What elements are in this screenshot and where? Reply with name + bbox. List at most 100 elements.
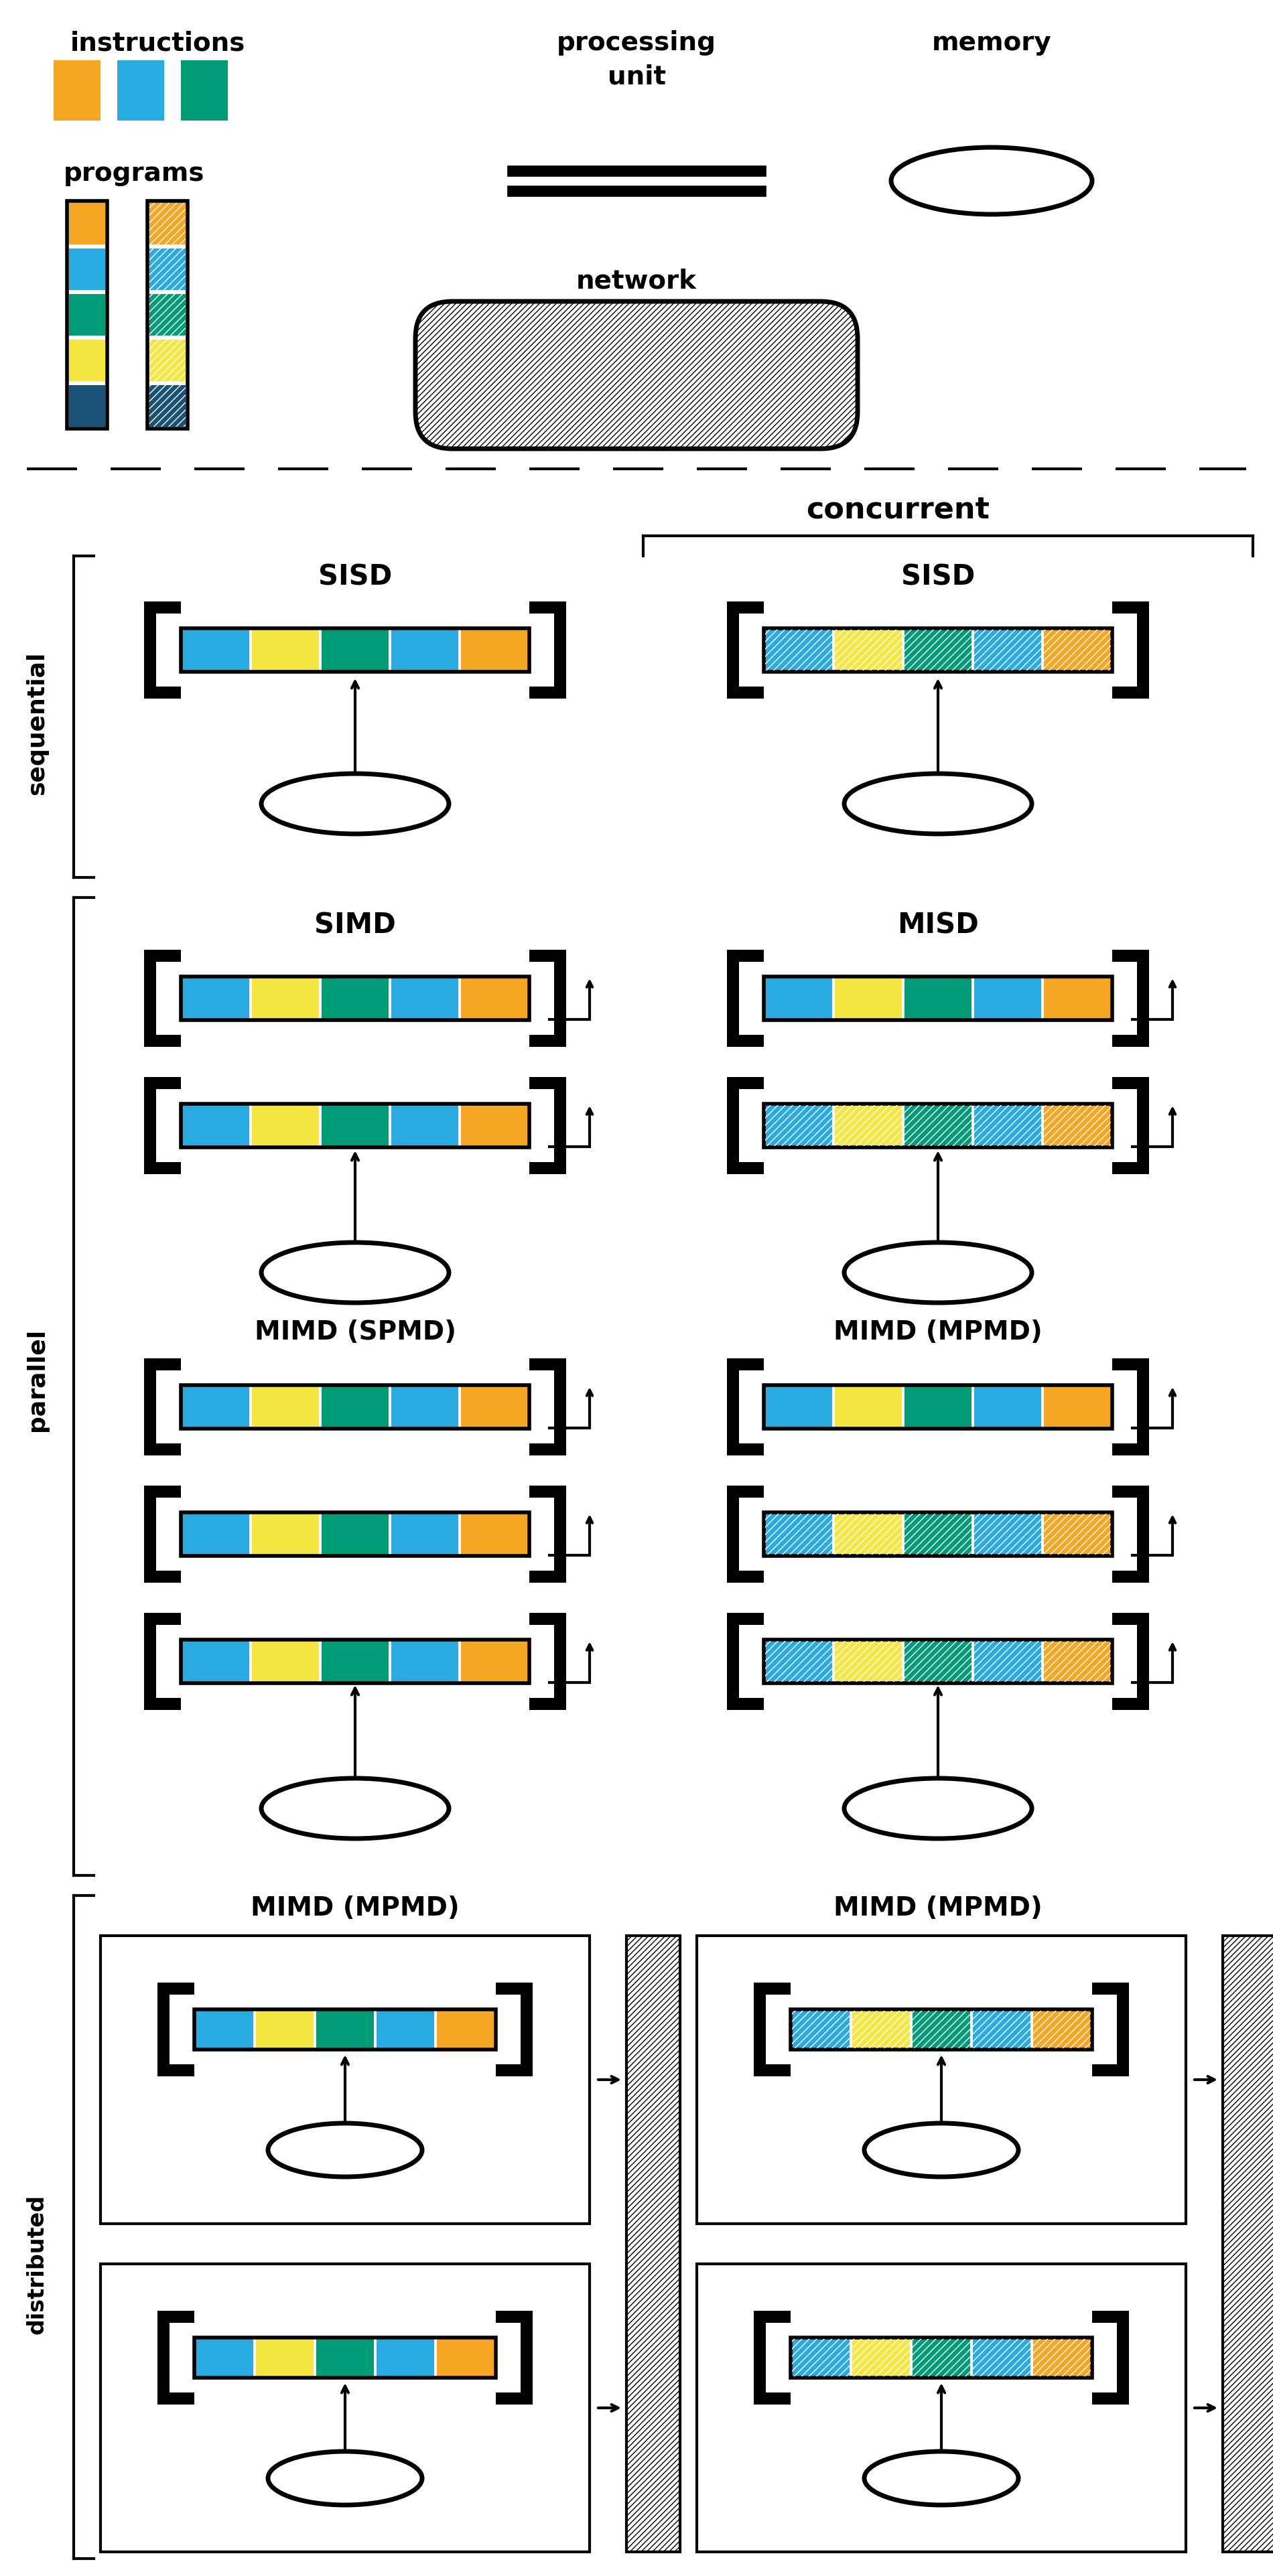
Bar	[754, 2311, 766, 2403]
Bar	[322, 629, 388, 670]
Bar	[144, 1571, 181, 1582]
Text: network: network	[577, 268, 696, 294]
Bar	[69, 340, 106, 381]
Bar	[1034, 2012, 1091, 2048]
Bar	[69, 294, 106, 335]
Bar	[530, 600, 566, 613]
Bar	[149, 340, 186, 381]
Bar	[913, 2012, 970, 2048]
Bar	[252, 1386, 320, 1427]
Bar	[1113, 1036, 1150, 1046]
Bar	[69, 204, 106, 245]
Bar	[974, 1105, 1041, 1146]
Bar	[391, 1641, 458, 1682]
Bar	[1044, 1386, 1111, 1427]
Bar	[1044, 1512, 1111, 1553]
Text: SISD: SISD	[901, 562, 975, 590]
Bar	[195, 2336, 495, 2378]
Bar	[905, 976, 971, 1018]
Bar	[495, 2063, 532, 2076]
Bar	[696, 2264, 1186, 2553]
Ellipse shape	[891, 147, 1092, 214]
Bar	[905, 1105, 971, 1146]
Bar	[765, 1512, 833, 1553]
Bar	[391, 1512, 458, 1553]
Text: processing
unit: processing unit	[556, 31, 717, 90]
Bar	[437, 2012, 494, 2048]
Bar	[149, 247, 186, 291]
Bar	[322, 1105, 388, 1146]
Bar	[852, 2012, 910, 2048]
Bar	[144, 1486, 181, 1497]
Bar	[1113, 1077, 1150, 1090]
Bar	[530, 1443, 566, 1455]
Bar	[256, 2012, 313, 2048]
Bar	[792, 2339, 849, 2378]
Bar	[530, 1162, 566, 1175]
Text: MIMD (MPMD): MIMD (MPMD)	[834, 1319, 1043, 1345]
Bar	[144, 600, 181, 613]
Bar	[727, 1358, 740, 1455]
Bar	[158, 2393, 195, 2403]
Bar	[117, 59, 164, 121]
Bar	[461, 1105, 528, 1146]
Bar	[765, 1512, 833, 1553]
Bar	[905, 629, 971, 670]
Bar	[252, 1512, 320, 1553]
Bar	[1137, 1613, 1150, 1710]
Bar	[1113, 951, 1150, 961]
Bar	[727, 951, 764, 961]
Ellipse shape	[269, 2452, 423, 2504]
Bar	[974, 1641, 1041, 1682]
Bar	[852, 2339, 910, 2378]
Bar	[791, 2336, 1092, 2378]
Bar	[626, 1935, 680, 2553]
Ellipse shape	[261, 1777, 449, 1839]
Bar	[521, 2311, 532, 2403]
Bar	[792, 2012, 849, 2048]
Bar	[461, 976, 528, 1018]
Bar	[727, 1036, 764, 1046]
Bar	[252, 629, 320, 670]
Bar	[905, 629, 971, 670]
Bar	[391, 629, 458, 670]
Text: concurrent: concurrent	[806, 495, 989, 526]
Bar	[67, 201, 107, 428]
Bar	[322, 1386, 388, 1427]
Bar	[181, 1512, 530, 1556]
Bar	[149, 247, 186, 291]
Text: MIMD (MPMD): MIMD (MPMD)	[834, 1896, 1043, 1922]
Bar	[182, 1641, 250, 1682]
Bar	[144, 685, 181, 698]
Bar	[764, 976, 1113, 1020]
Bar	[316, 2339, 374, 2378]
Bar	[973, 2012, 1030, 2048]
Bar	[1092, 1984, 1129, 1994]
Bar	[391, 1105, 458, 1146]
Bar	[144, 1162, 181, 1175]
Bar	[530, 685, 566, 698]
Bar	[1113, 1571, 1150, 1582]
Bar	[727, 1077, 740, 1175]
Bar	[913, 2339, 970, 2378]
Bar	[182, 1105, 250, 1146]
Bar	[144, 1358, 181, 1370]
Bar	[530, 1613, 566, 1625]
Bar	[149, 386, 186, 428]
Bar	[754, 1984, 791, 1994]
Bar	[182, 1512, 250, 1553]
Bar	[158, 2311, 195, 2324]
Bar	[764, 629, 1113, 672]
Ellipse shape	[261, 773, 449, 835]
Bar	[973, 2339, 1030, 2378]
Bar	[835, 1641, 901, 1682]
Bar	[974, 1105, 1041, 1146]
Bar	[1137, 600, 1150, 698]
Bar	[101, 1935, 589, 2223]
Text: MISD: MISD	[897, 912, 979, 940]
Bar	[182, 1386, 250, 1427]
Bar	[196, 2339, 253, 2378]
Bar	[1044, 1641, 1111, 1682]
Bar	[765, 976, 833, 1018]
Bar	[377, 2012, 434, 2048]
